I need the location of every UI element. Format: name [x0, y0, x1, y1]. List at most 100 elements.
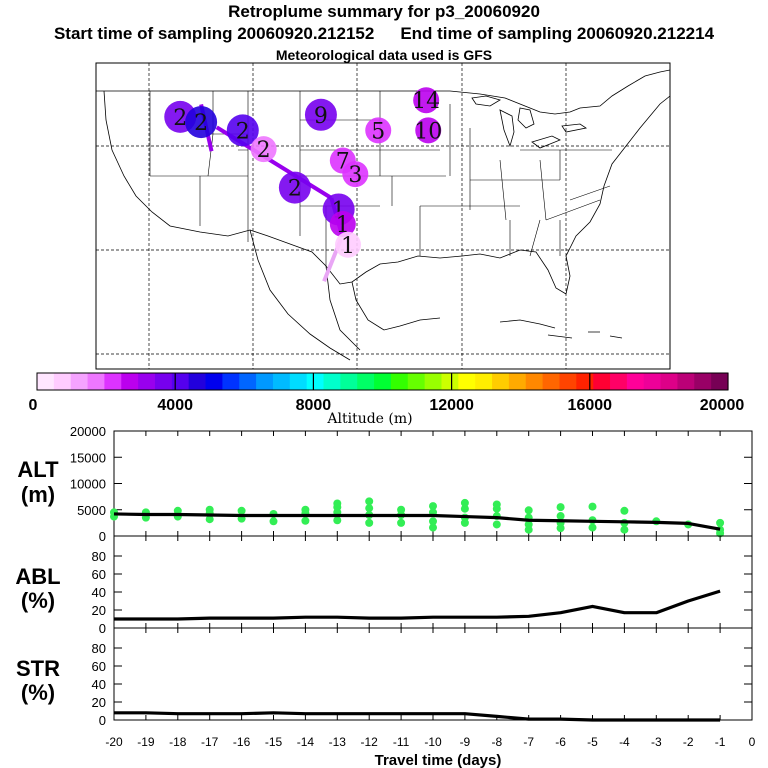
colorbar-swatch — [626, 373, 645, 390]
plume-blob — [250, 136, 277, 163]
y-tick-label: 20 — [92, 603, 106, 618]
colorbar-swatch — [138, 373, 156, 390]
colorbar-swatch — [542, 373, 561, 390]
particle-point — [333, 516, 342, 525]
colorbar-swatch — [121, 373, 139, 390]
plume-day-label: 1 — [341, 234, 355, 259]
x-tick-label: -9 — [460, 735, 471, 749]
colorbar-swatch — [53, 373, 72, 390]
x-tick-label: -3 — [651, 735, 662, 749]
y-tick-label: 40 — [92, 677, 106, 692]
map-gridlines — [96, 63, 670, 369]
x-tick-label: -8 — [491, 735, 502, 749]
colorbar-swatch — [475, 373, 493, 390]
plume-day-label: 3 — [348, 163, 362, 188]
y-tick-label: 0 — [99, 713, 106, 728]
particle-point — [397, 518, 406, 527]
plume-blob — [226, 114, 259, 147]
colorbar-tick-label: 16000 — [568, 397, 613, 414]
colorbar-swatch — [256, 373, 274, 390]
plume-day-label: 2 — [288, 177, 302, 202]
colorbar-swatch — [643, 373, 662, 390]
sampling-times: Start time of sampling 20060920.212152 En… — [0, 24, 768, 44]
particle-point — [492, 520, 501, 529]
colorbar-swatch — [508, 373, 527, 390]
x-tick-label: 0 — [749, 735, 756, 749]
time-series-panels: 05000100001500020000ALT(m)020406080ABL(%… — [15, 424, 755, 768]
panel-alt: 0 5000 10000 15000 20000 ALT(m) — [17, 424, 753, 544]
colorbar-swatch — [222, 373, 240, 390]
series-line — [114, 589, 721, 621]
plume-blob — [304, 98, 337, 131]
colorbar-swatch — [390, 373, 409, 390]
plume-day-label: 1 — [336, 213, 350, 238]
y-axis-unit: (m) — [21, 482, 55, 507]
colorbar-swatch — [525, 373, 544, 390]
colorbar-swatch — [593, 373, 611, 390]
particle-point — [429, 523, 437, 532]
colorbar-swatch — [239, 373, 257, 390]
plume-day-label: 10 — [414, 119, 442, 144]
particle-point — [237, 506, 246, 515]
panel-frame — [113, 627, 753, 721]
particle-point — [301, 505, 310, 514]
y-tick-label: 60 — [92, 659, 106, 674]
particle-point — [269, 517, 278, 526]
colorbar-swatch — [694, 373, 712, 390]
x-tick-label: -6 — [555, 735, 566, 749]
x-tick-label: -4 — [619, 735, 630, 749]
y-tick-label: 5000 — [77, 503, 106, 518]
particle-point — [205, 505, 214, 514]
caribbean-islands — [499, 319, 623, 339]
particle-point — [524, 520, 533, 529]
met-data-note: Meteorological data used is GFS — [275, 47, 493, 63]
colorbar-swatch — [492, 373, 510, 390]
particle-point — [365, 497, 374, 506]
colorbar-tick-label: 8000 — [296, 397, 332, 414]
y-tick-label: 60 — [92, 567, 106, 582]
y-tick-label: 40 — [92, 585, 106, 600]
x-tick-label: -15 — [265, 735, 283, 749]
colorbar-swatch — [610, 373, 628, 390]
particle-point — [492, 500, 501, 509]
x-tick-label: -13 — [329, 735, 347, 749]
colorbar-tick-label: 0 — [29, 397, 38, 414]
colorbar-swatch — [424, 373, 443, 390]
colorbar-swatch — [374, 373, 392, 390]
x-tick-label: -12 — [361, 735, 379, 749]
particle-point — [556, 512, 565, 521]
particle-point — [301, 516, 310, 525]
x-tick-label: -1 — [715, 735, 726, 749]
colorbar-swatch — [357, 373, 375, 390]
plume-day-label: 9 — [314, 104, 328, 129]
colorbar-tick-label: 20000 — [700, 397, 745, 414]
y-tick-label: 0 — [99, 529, 106, 544]
particle-point — [429, 502, 437, 511]
x-tick-label: -17 — [201, 735, 219, 749]
particle-point — [460, 498, 469, 507]
particle-point — [588, 502, 597, 511]
colorbar-swatch — [154, 373, 173, 390]
particle-point — [588, 523, 597, 532]
x-tick-label: -10 — [424, 735, 442, 749]
plume-blob — [278, 171, 311, 204]
colorbar-swatch — [576, 373, 594, 390]
plume-blob — [365, 117, 392, 144]
colorbar-tick-label: 4000 — [157, 397, 193, 414]
colorbar-swatch — [340, 373, 358, 390]
x-tick-label: -11 — [393, 735, 410, 749]
plume-day-label: 5 — [371, 119, 385, 144]
x-tick-label: -20 — [105, 735, 123, 749]
colorbar-swatch — [37, 373, 55, 390]
plume-blob — [342, 161, 369, 188]
y-axis-unit: (%) — [21, 680, 55, 705]
series-line — [113, 512, 721, 531]
plume-day-label: 2 — [236, 119, 250, 144]
colorbar-swatch — [306, 373, 325, 390]
x-tick-label: -18 — [169, 735, 187, 749]
colorbar-swatch — [70, 373, 89, 390]
colorbar-swatch — [711, 373, 729, 390]
